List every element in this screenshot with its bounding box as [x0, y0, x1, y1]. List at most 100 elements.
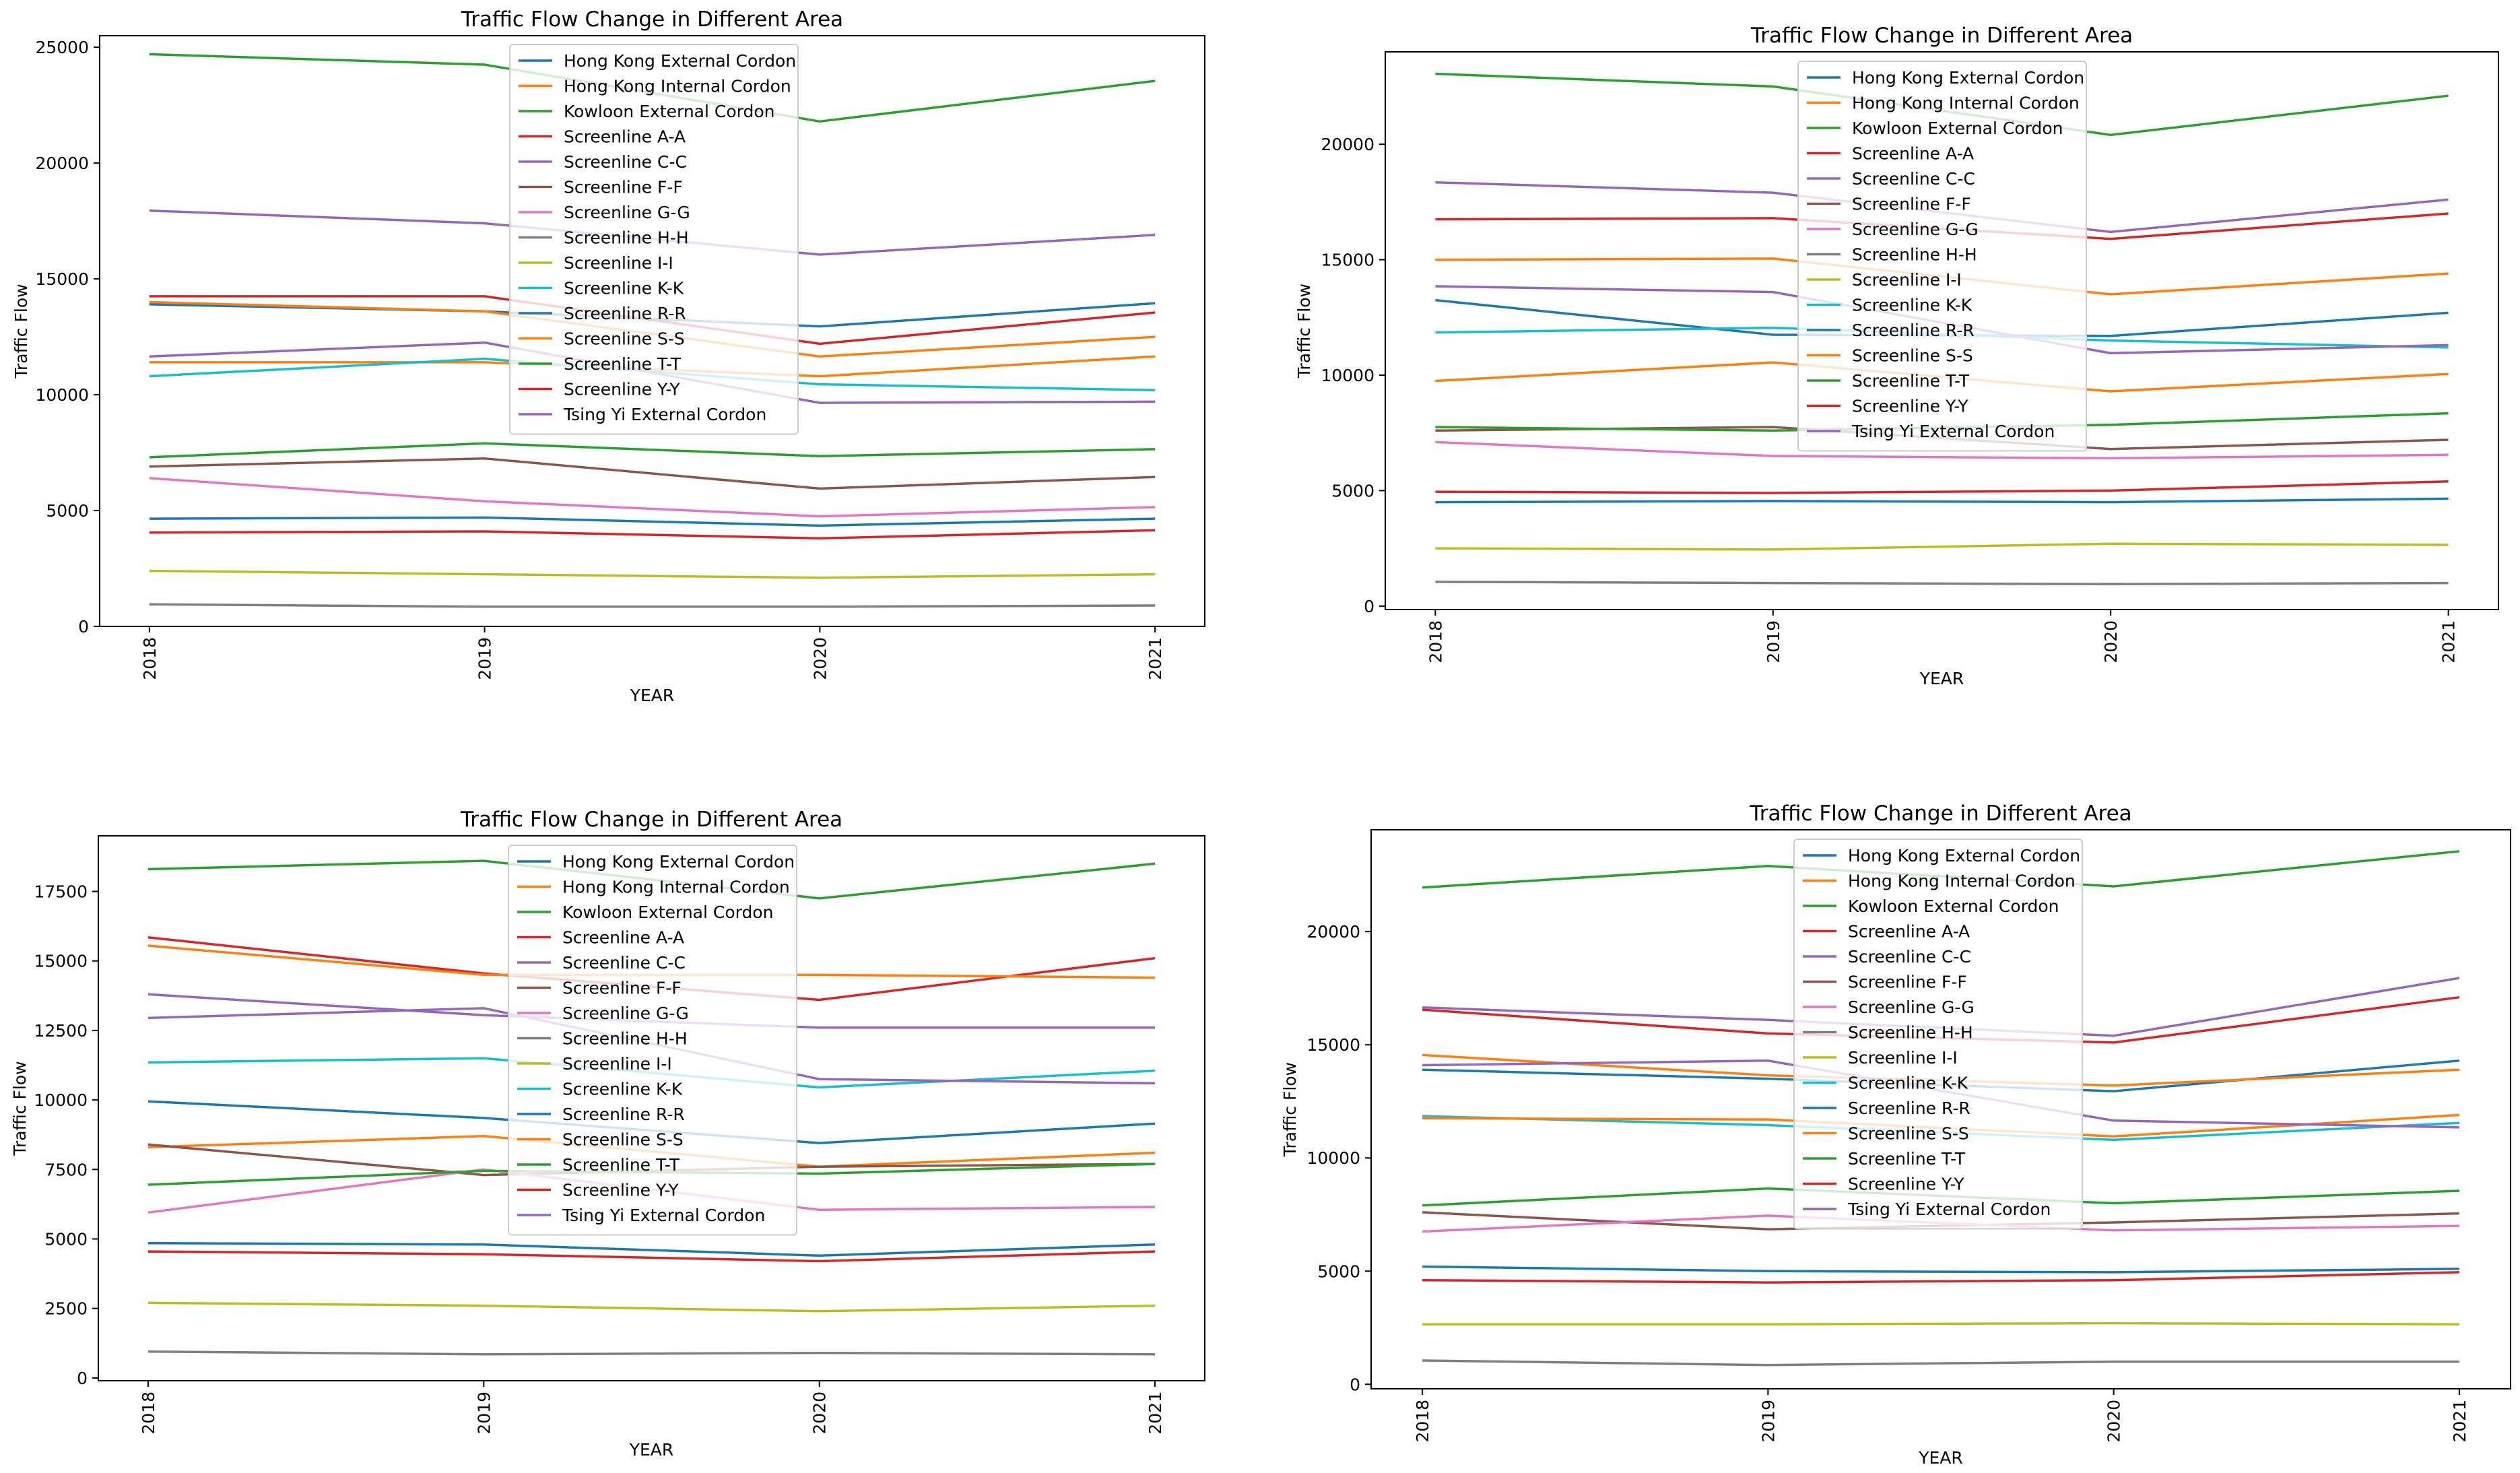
x-tick-label: 2018 — [1426, 620, 1445, 663]
legend-entry: Screenline K-K — [564, 279, 684, 298]
legend-entry: Tsing Yi External Cordon — [1851, 422, 2055, 441]
y-tick-label: 5000 — [44, 1229, 88, 1249]
x-tick-label: 2021 — [2450, 1400, 2469, 1443]
x-tick-label: 2019 — [475, 637, 495, 680]
x-tick-label: 2020 — [2101, 620, 2121, 663]
legend-entry: Screenline T-T — [564, 354, 682, 374]
y-tick-label: 2500 — [44, 1299, 88, 1319]
legend-entry: Screenline C-C — [564, 152, 687, 172]
x-tick-label: 2018 — [139, 1392, 158, 1435]
legend-entry: Screenline A-A — [562, 928, 684, 948]
series-line-8 — [1435, 581, 2449, 586]
x-tick-label: 2020 — [810, 637, 830, 680]
legend-entry: Screenline C-C — [1852, 169, 1975, 189]
x-tick-label: 2020 — [810, 1392, 830, 1435]
legend — [1797, 61, 2087, 452]
y-tick-label: 0 — [1350, 1375, 1360, 1394]
chart-panel-2: Traffic Flow Change in Different Area 0 50… — [1294, 24, 2499, 688]
legend-entry: Screenline G-G — [564, 203, 690, 222]
legend-entry: Screenline H-H — [1852, 245, 1977, 265]
y-axis-label: Traffic Flow — [1280, 1062, 1300, 1157]
series-line-11 — [149, 516, 1156, 527]
x-tick-label: 2019 — [474, 1392, 494, 1435]
x-tick-label: 2020 — [2104, 1400, 2124, 1443]
chart-title: Traffic Flow Change in Different Area — [461, 7, 843, 32]
legend-entry: Screenline G-G — [1848, 997, 1975, 1017]
y-tick-label: 10000 — [34, 1090, 88, 1110]
x-axis-label: YEAR — [629, 1440, 674, 1460]
y-axis-label: Traffic Flow — [1294, 284, 1314, 379]
x-axis-label: YEAR — [630, 686, 675, 705]
y-tick-label: 10000 — [1321, 366, 1374, 385]
legend-entry: Tsing Yi External Cordon — [562, 1206, 765, 1225]
legend-entry: Screenline T-T — [1852, 371, 1970, 391]
legend-entry: Screenline F-F — [564, 178, 683, 197]
y-tick-label: 25000 — [35, 38, 89, 57]
series-line-9 — [1422, 1321, 2459, 1325]
y-tick-label: 15000 — [1306, 1035, 1360, 1055]
legend-entry: Screenline G-G — [1852, 220, 1979, 239]
legend-entry: Screenline R-R — [562, 1105, 685, 1124]
legend-entry: Kowloon External Cordon — [562, 903, 774, 922]
legend-entry: Hong Kong Internal Cordon — [1852, 94, 2080, 113]
legend-entry: Screenline H-H — [1848, 1023, 1973, 1043]
legend-entry: Screenline A-A — [564, 127, 686, 147]
x-tick-label: 2021 — [1146, 1392, 1165, 1435]
x-tick-label: 2019 — [1764, 620, 1783, 663]
y-tick-label: 12500 — [34, 1021, 88, 1041]
legend-entry: Screenline F-F — [562, 979, 682, 998]
series-line-11 — [1422, 1265, 2459, 1274]
legend — [1793, 839, 2083, 1230]
series-line-8 — [147, 1350, 1156, 1356]
legend-entry: Screenline C-C — [1848, 947, 1971, 967]
y-tick-label: 15000 — [1321, 251, 1374, 270]
series-line-9 — [149, 569, 1156, 579]
chart-panel-1: Traffic Flow Change in Different Area 0 50… — [11, 7, 1205, 705]
y-tick-label: 15000 — [34, 952, 88, 971]
x-axis-label: YEAR — [1919, 669, 1964, 688]
legend-entry: Hong Kong Internal Cordon — [564, 77, 791, 96]
y-tick-label: 0 — [1364, 597, 1374, 616]
legend-entry: Screenline S-S — [564, 329, 685, 349]
legend-entry: Screenline I-I — [1848, 1048, 1958, 1068]
legend-entry: Hong Kong External Cordon — [562, 852, 795, 872]
legend — [508, 845, 797, 1236]
chart-title: Traffic Flow Change in Different Area — [1749, 801, 2131, 826]
legend-entry: Screenline C-C — [562, 953, 686, 973]
y-tick-label: 0 — [78, 617, 89, 636]
plot-frame — [98, 835, 1205, 1381]
series-line-8 — [1422, 1359, 2459, 1367]
legend-entry: Hong Kong Internal Cordon — [1848, 872, 2076, 891]
legend-entry: Screenline Y-Y — [1852, 397, 1968, 416]
chart-title: Traffic Flow Change in Different Area — [1750, 24, 2133, 48]
legend-entry: Screenline K-K — [1848, 1074, 1968, 1093]
legend-entry: Screenline H-H — [562, 1029, 688, 1049]
series-line-14 — [149, 529, 1156, 540]
legend-entry: Kowloon External Cordon — [1848, 896, 2059, 916]
series-line-13 — [149, 442, 1156, 459]
y-tick-label: 20000 — [1306, 922, 1360, 942]
legend-entry: Screenline S-S — [1848, 1124, 1969, 1144]
y-axis-label: Traffic Flow — [11, 284, 31, 379]
legend-entry: Screenline A-A — [1848, 922, 1970, 942]
y-tick-label: 0 — [77, 1369, 88, 1388]
legend-entry: Screenline T-T — [562, 1155, 680, 1175]
series-line-9 — [147, 1301, 1156, 1313]
legend-entry: Screenline R-R — [564, 304, 686, 323]
x-axis-label: YEAR — [1918, 1448, 1963, 1468]
legend-entry: Screenline F-F — [1848, 973, 1967, 992]
legend-entry: Screenline Y-Y — [1848, 1175, 1964, 1194]
legend-entry: Screenline H-H — [564, 228, 689, 248]
x-tick-label: 2021 — [1146, 637, 1165, 680]
chart-panel-4: Traffic Flow Change in Different Area 0 50… — [1280, 801, 2511, 1468]
legend-entry: Tsing Yi External Cordon — [563, 405, 766, 424]
x-tick-label: 2019 — [1758, 1400, 1778, 1443]
chart-title: Traffic Flow Change in Different Area — [460, 808, 842, 832]
legend-entry: Tsing Yi External Cordon — [1847, 1200, 2051, 1219]
series-line-7 — [149, 477, 1156, 518]
legend-entry: Screenline G-G — [562, 1004, 689, 1023]
legend-entry: Kowloon External Cordon — [564, 102, 775, 121]
legend-entry: Kowloon External Cordon — [1852, 119, 2063, 138]
x-tick-label: 2021 — [2439, 620, 2459, 663]
plot-frame — [1385, 51, 2499, 610]
